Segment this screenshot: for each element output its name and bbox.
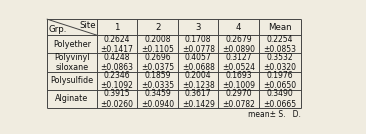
- Text: 0.2004
±0.1238: 0.2004 ±0.1238: [182, 71, 214, 90]
- Text: 0.4248
±0.0863: 0.4248 ±0.0863: [101, 53, 134, 72]
- Text: 0.3490
±0.0665: 0.3490 ±0.0665: [264, 89, 296, 109]
- Text: 0.2008
±0.1105: 0.2008 ±0.1105: [141, 35, 174, 54]
- Text: 0.2346
±0.1092: 0.2346 ±0.1092: [101, 71, 134, 90]
- Text: 0.3127
±0.0524: 0.3127 ±0.0524: [222, 53, 255, 72]
- Text: Polyether: Polyether: [53, 40, 91, 49]
- Text: 0.2254
±0.0853: 0.2254 ±0.0853: [264, 35, 296, 54]
- Text: 4: 4: [236, 23, 242, 32]
- Text: Alginate: Alginate: [55, 94, 89, 103]
- Text: Grp.: Grp.: [48, 25, 67, 34]
- Text: 0.1976
±0.0650: 0.1976 ±0.0650: [264, 71, 296, 90]
- Text: 0.1693
±0.1009: 0.1693 ±0.1009: [222, 71, 255, 90]
- Text: 3: 3: [195, 23, 201, 32]
- Text: 1: 1: [114, 23, 120, 32]
- Text: Polysulfide: Polysulfide: [51, 76, 94, 85]
- Text: Polyvinyl
siloxane: Polyvinyl siloxane: [54, 53, 90, 72]
- Text: mean± S.   D.: mean± S. D.: [248, 110, 301, 119]
- Text: 0.1859
±0.0335: 0.1859 ±0.0335: [141, 71, 174, 90]
- Text: 0.3617
±0.1429: 0.3617 ±0.1429: [182, 89, 214, 109]
- Text: 0.3459
±0.0940: 0.3459 ±0.0940: [141, 89, 174, 109]
- Text: 0.2624
±0.1417: 0.2624 ±0.1417: [101, 35, 134, 54]
- Text: 2: 2: [155, 23, 160, 32]
- Text: Mean: Mean: [268, 23, 292, 32]
- Text: 0.2679
±0.0890: 0.2679 ±0.0890: [222, 35, 255, 54]
- Text: 0.4057
±0.0688: 0.4057 ±0.0688: [182, 53, 214, 72]
- Text: 0.2696
±0.0375: 0.2696 ±0.0375: [141, 53, 174, 72]
- Text: 0.2970
±0.0782: 0.2970 ±0.0782: [222, 89, 255, 109]
- Text: 0.3915
±0.0260: 0.3915 ±0.0260: [101, 89, 134, 109]
- Text: 0.3532
±0.0320: 0.3532 ±0.0320: [264, 53, 296, 72]
- Text: 0.1708
±0.0778: 0.1708 ±0.0778: [182, 35, 215, 54]
- Text: Site: Site: [79, 21, 96, 30]
